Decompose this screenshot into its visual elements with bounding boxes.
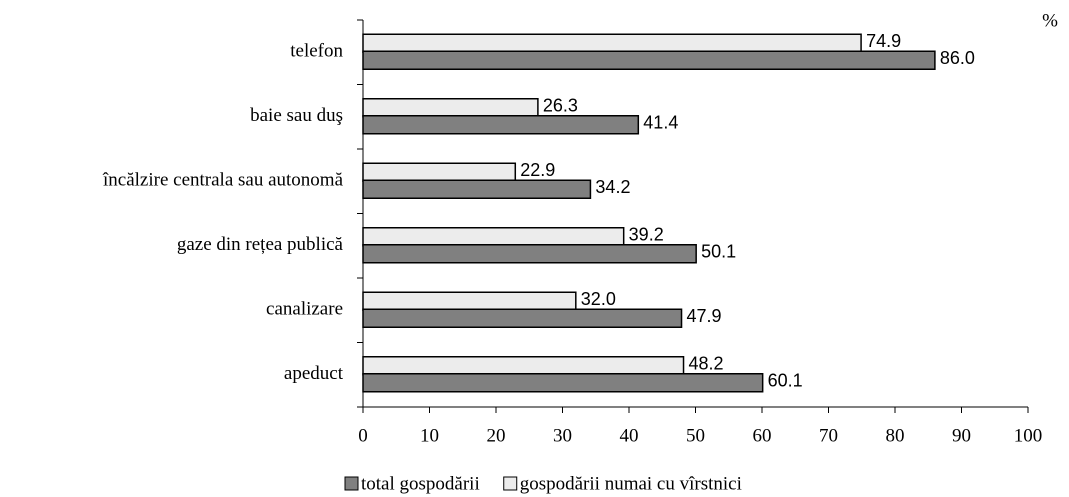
bar bbox=[362, 33, 862, 53]
legend-swatch bbox=[344, 476, 359, 491]
value-label: 47.9 bbox=[687, 306, 722, 326]
x-tick-label: 60 bbox=[753, 425, 772, 446]
x-tick-label: 50 bbox=[686, 425, 705, 446]
legend-label: total gospodării bbox=[361, 473, 480, 494]
value-label: 74.9 bbox=[866, 31, 901, 51]
value-label: 86.0 bbox=[940, 48, 975, 68]
bar bbox=[362, 50, 936, 70]
y-tick-label: canalizare bbox=[266, 299, 343, 320]
value-label: 60.1 bbox=[768, 371, 803, 391]
bar bbox=[362, 308, 683, 328]
x-tick-label: 30 bbox=[553, 425, 572, 446]
bar bbox=[362, 115, 640, 135]
bar bbox=[362, 98, 539, 118]
x-tick-label: 100 bbox=[1014, 425, 1043, 446]
x-tick-label: 20 bbox=[487, 425, 506, 446]
y-tick-label: încălzire centrala sau autonomă bbox=[102, 170, 344, 191]
value-label: 39.2 bbox=[629, 225, 664, 245]
y-tick-label: baie sau duş bbox=[250, 105, 343, 126]
x-tick-label: 0 bbox=[358, 425, 368, 446]
y-tick-label: gaze din rețea publică bbox=[177, 234, 344, 255]
bar bbox=[362, 291, 577, 311]
legend-label: gospodării numai cu vîrstnici bbox=[520, 473, 742, 494]
value-label: 32.0 bbox=[581, 289, 616, 309]
x-tick-label: 10 bbox=[420, 425, 439, 446]
x-tick-label: 80 bbox=[886, 425, 905, 446]
value-label: 48.2 bbox=[689, 354, 724, 374]
y-tick-label: apeduct bbox=[284, 363, 344, 384]
unit-label: % bbox=[1042, 10, 1058, 31]
value-label: 26.3 bbox=[543, 96, 578, 116]
value-label: 22.9 bbox=[520, 160, 555, 180]
value-label: 34.2 bbox=[595, 177, 630, 197]
x-tick-label: 90 bbox=[952, 425, 971, 446]
bar bbox=[362, 227, 625, 247]
value-label: 50.1 bbox=[701, 242, 736, 262]
y-tick-label: telefon bbox=[290, 41, 343, 62]
x-tick-label: 40 bbox=[620, 425, 639, 446]
bar bbox=[362, 244, 697, 264]
legend-swatch bbox=[503, 476, 518, 491]
bar bbox=[362, 179, 592, 199]
x-tick-label: 70 bbox=[819, 425, 838, 446]
value-label: 41.4 bbox=[643, 113, 678, 133]
bar bbox=[362, 162, 517, 182]
bar bbox=[362, 373, 764, 393]
bar bbox=[362, 356, 685, 376]
